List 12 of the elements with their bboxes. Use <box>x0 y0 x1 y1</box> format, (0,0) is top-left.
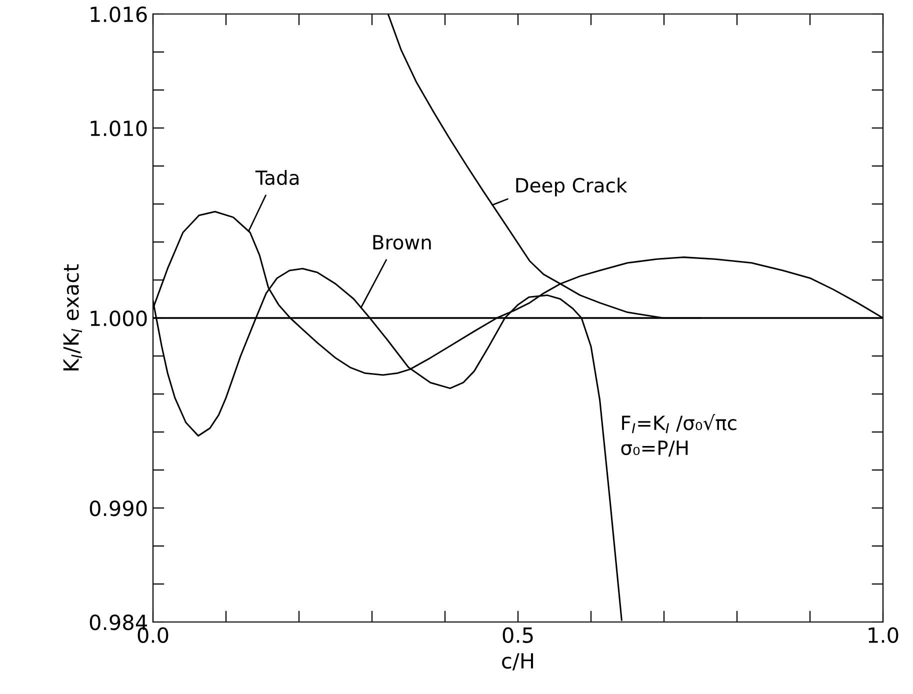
text: Brown <box>373 235 431 250</box>
annotation: F$_{I}$=K$_{I}$ /σ₀√πc σ₀=P/H <box>621 414 736 457</box>
series-label: Deep Crack <box>516 178 628 196</box>
y-tick-label: 1.016 <box>90 6 147 22</box>
y-axis-title: K$_{I}$/K$_{I}$ exact <box>63 264 82 370</box>
y-tick-label: 1.010 <box>90 120 147 136</box>
y-tick-label: 0.990 <box>90 500 147 516</box>
x-tick-label: 1.0 <box>868 627 898 643</box>
text: Tada <box>255 170 298 186</box>
x-axis-title: c/H <box>502 653 534 670</box>
x-tick-label: 0.5 <box>502 627 533 643</box>
y-tick-label: 1.000 <box>90 310 147 326</box>
